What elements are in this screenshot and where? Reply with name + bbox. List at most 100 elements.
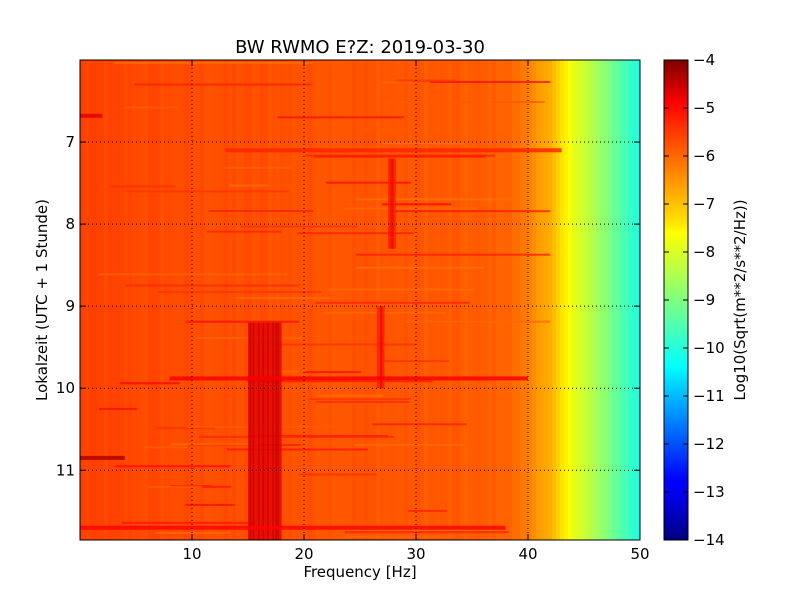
heatmap-texture-line xyxy=(316,401,410,403)
heatmap-column xyxy=(296,60,301,540)
heatmap-column xyxy=(592,60,597,540)
heatmap-column xyxy=(160,60,165,540)
heatmap-column xyxy=(112,60,117,540)
heatmap-texture-line xyxy=(98,273,288,276)
colorbar-tick-label: −11 xyxy=(693,387,725,405)
heatmap-column xyxy=(240,60,245,540)
heatmap-column xyxy=(140,60,145,540)
heatmap-column xyxy=(196,60,201,540)
heatmap-column xyxy=(480,60,485,540)
heatmap-column xyxy=(336,60,341,540)
heatmap-column xyxy=(308,60,313,540)
heatmap-column xyxy=(496,60,501,540)
heatmap-texture-line xyxy=(124,106,179,109)
heatmap-texture-line xyxy=(157,291,322,294)
heatmap-column xyxy=(356,60,361,540)
y-axis: 7 8 9 10 11 xyxy=(56,133,640,479)
heatmap-column xyxy=(396,60,401,540)
heatmap-texture-line xyxy=(271,343,416,346)
heatmap-column xyxy=(136,60,141,540)
heatmap-column xyxy=(208,60,213,540)
heatmap-column xyxy=(572,60,577,540)
heatmap-column xyxy=(124,60,129,540)
heatmap-column xyxy=(624,60,629,540)
heatmap-column xyxy=(448,60,453,540)
heatmap-band-streak xyxy=(380,306,383,389)
heatmap-column xyxy=(180,60,185,540)
heatmap-column xyxy=(332,60,337,540)
heatmap-texture-line xyxy=(314,155,486,158)
heatmap-band-streak xyxy=(252,322,255,540)
heatmap-texture-line xyxy=(381,142,465,145)
heatmap-column xyxy=(164,60,169,540)
heatmap-column xyxy=(612,60,617,540)
heatmap-column xyxy=(460,60,465,540)
heatmap-column xyxy=(364,60,369,540)
x-tick-label: 50 xyxy=(630,545,649,563)
spectrogram-heatmap xyxy=(80,60,640,540)
heatmap-column xyxy=(224,60,229,540)
x-axis-label: Frequency [Hz] xyxy=(303,563,416,581)
heatmap-column xyxy=(588,60,593,540)
heatmap-line xyxy=(80,113,103,118)
plot-frame xyxy=(79,59,641,541)
heatmap-column xyxy=(148,60,153,540)
heatmap-texture-line xyxy=(115,465,231,468)
colorbar-tick-label: −14 xyxy=(693,531,725,549)
heatmap-column xyxy=(324,60,329,540)
heatmap-texture-line xyxy=(226,448,368,451)
heatmap-column xyxy=(508,60,513,540)
heatmap-column xyxy=(284,60,289,540)
heatmap-column xyxy=(544,60,549,540)
heatmap-texture-line xyxy=(195,485,231,488)
heatmap-texture-line xyxy=(121,521,256,524)
heatmap-column xyxy=(540,60,545,540)
heatmap-texture-line xyxy=(125,284,300,287)
heatmap-column xyxy=(584,60,589,540)
heatmap-texture-line xyxy=(240,225,358,228)
heatmap-column xyxy=(516,60,521,540)
heatmap-column xyxy=(192,60,197,540)
heatmap-texture-line xyxy=(170,443,259,446)
heatmap-texture-line xyxy=(329,288,475,291)
heatmap-column xyxy=(456,60,461,540)
heatmap-band-streak xyxy=(277,322,279,540)
heatmap-texture-line xyxy=(354,443,465,446)
x-tick-label: 40 xyxy=(518,545,537,563)
heatmap-column xyxy=(156,60,161,540)
heatmap-texture-line xyxy=(355,253,551,256)
heatmap-column xyxy=(328,60,333,540)
colorbar-tick-label: −4 xyxy=(693,51,715,69)
heatmap-column xyxy=(432,60,437,540)
heatmap-texture-line xyxy=(358,128,421,131)
heatmap-texture-line xyxy=(110,185,175,188)
heatmap-column xyxy=(596,60,601,540)
heatmap-column xyxy=(88,60,93,540)
heatmap-line xyxy=(169,376,528,381)
heatmap-column xyxy=(628,60,633,540)
heatmap-column xyxy=(188,60,193,540)
heatmap-texture-line xyxy=(125,190,289,193)
x-tick-label: 20 xyxy=(294,545,313,563)
x-tick-label: 30 xyxy=(406,545,425,563)
heatmap-column xyxy=(452,60,457,540)
heatmap-column xyxy=(440,60,445,540)
heatmap-texture-line xyxy=(315,301,470,304)
heatmap-line xyxy=(80,525,506,530)
heatmap-column xyxy=(100,60,105,540)
heatmap-column xyxy=(84,60,89,540)
heatmap-band-streak xyxy=(249,322,252,540)
y-tick-label: 11 xyxy=(56,461,75,479)
heatmap-column xyxy=(292,60,297,540)
heatmap-texture-line xyxy=(114,62,313,65)
heatmap-texture-line xyxy=(384,360,450,363)
heatmap-texture-line xyxy=(343,207,478,210)
heatmap-texture-line xyxy=(305,371,361,374)
heatmap-column xyxy=(600,60,605,540)
heatmap-column xyxy=(636,60,640,540)
heatmap-texture-line xyxy=(305,154,495,157)
heatmap-column xyxy=(520,60,525,540)
heatmap-column xyxy=(444,60,449,540)
heatmap-column xyxy=(500,60,505,540)
heatmap-column xyxy=(80,60,85,540)
